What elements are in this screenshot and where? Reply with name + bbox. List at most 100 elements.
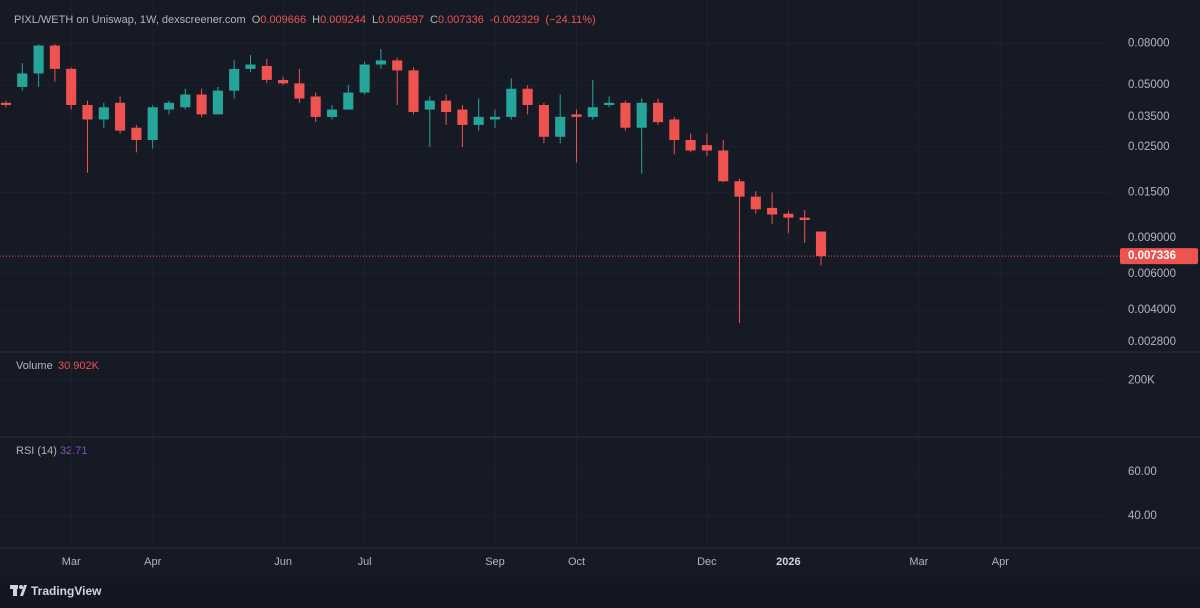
change-percent: (−24.11%) bbox=[545, 14, 596, 26]
candle-body bbox=[783, 213, 794, 218]
candle-body bbox=[718, 150, 729, 182]
candle-body bbox=[392, 60, 403, 71]
y-tick-label: 40.00 bbox=[1128, 510, 1157, 522]
candle-body bbox=[424, 100, 435, 110]
candle-body bbox=[555, 116, 566, 137]
x-tick-label: Jul bbox=[358, 556, 372, 568]
candle-body bbox=[669, 119, 680, 141]
x-tick-label: Sep bbox=[485, 556, 505, 568]
x-tick-label: Jun bbox=[274, 556, 292, 568]
y-tick-label: 0.006000 bbox=[1128, 268, 1176, 280]
candle-body bbox=[326, 109, 338, 117]
candle-body bbox=[734, 181, 745, 197]
x-tick-label: 2026 bbox=[776, 556, 800, 568]
y-tick-label: 0.03500 bbox=[1128, 111, 1170, 123]
x-tick-label: Apr bbox=[992, 556, 1009, 568]
candle-body bbox=[294, 83, 305, 99]
candle-body bbox=[636, 102, 647, 128]
candle-body bbox=[229, 68, 240, 91]
candle-body bbox=[473, 116, 484, 125]
candle-body bbox=[359, 64, 370, 93]
candle-body bbox=[343, 92, 354, 110]
ohlc-value: 0.009244 bbox=[320, 14, 366, 26]
candle-body bbox=[441, 100, 452, 112]
candle-body bbox=[489, 116, 501, 120]
candle-body bbox=[522, 88, 533, 106]
legend-header: PIXL/WETH on Uniswap, 1W, dexscreener.co… bbox=[14, 14, 596, 26]
candle-body bbox=[115, 102, 126, 131]
rsi-label: RSI (14) bbox=[16, 445, 57, 457]
ohlc-value: 0.009666 bbox=[260, 14, 307, 26]
candle-body bbox=[147, 107, 158, 141]
candle-body bbox=[196, 94, 207, 115]
candle-body bbox=[131, 127, 142, 141]
candle-body bbox=[180, 94, 191, 108]
volume-label: Volume bbox=[16, 360, 53, 372]
candle-body bbox=[571, 114, 582, 117]
candle-body bbox=[620, 102, 631, 128]
x-tick-label: Oct bbox=[568, 556, 585, 568]
logo-part bbox=[13, 585, 17, 596]
candle-body bbox=[163, 102, 175, 110]
brand-logo bbox=[10, 585, 27, 596]
logo-part bbox=[19, 585, 23, 589]
candle-body bbox=[701, 145, 712, 151]
ohlc-label: H bbox=[312, 14, 321, 26]
last-price-box bbox=[1120, 248, 1198, 265]
x-tick-label: Apr bbox=[144, 556, 161, 568]
candle-body bbox=[538, 105, 549, 137]
candle-body bbox=[0, 102, 12, 106]
footer-bar bbox=[0, 577, 1200, 608]
candle-body bbox=[799, 217, 810, 221]
volume-value: 30.902K bbox=[58, 360, 100, 372]
last-price-label: 0.007336 bbox=[1128, 250, 1176, 262]
candle-body bbox=[33, 45, 44, 74]
candle-body bbox=[767, 207, 778, 215]
change-value: -0.002329 bbox=[489, 14, 540, 26]
candle-body bbox=[49, 45, 60, 69]
logo-part bbox=[20, 585, 27, 596]
candle-body bbox=[310, 96, 321, 117]
x-tick-label: Mar bbox=[62, 556, 81, 568]
x-tick-label: Dec bbox=[697, 556, 717, 568]
rsi-value: 32.71 bbox=[60, 445, 88, 457]
y-tick-label: 0.08000 bbox=[1128, 37, 1170, 49]
candle-body bbox=[212, 90, 223, 115]
candle-body bbox=[82, 105, 93, 120]
candle-body bbox=[375, 60, 386, 65]
candle-body bbox=[66, 68, 77, 106]
candle-body bbox=[17, 73, 28, 87]
candle-body bbox=[98, 107, 109, 120]
candle-body bbox=[408, 70, 419, 112]
candle-body bbox=[457, 109, 468, 125]
x-tick-label: Mar bbox=[909, 556, 928, 568]
candle-body bbox=[815, 231, 827, 257]
candle-body bbox=[750, 196, 761, 210]
y-tick-label: 0.01500 bbox=[1128, 186, 1170, 198]
ohlc-label: O bbox=[251, 14, 261, 26]
symbol-title: PIXL/WETH on Uniswap, 1W, dexscreener.co… bbox=[14, 14, 246, 26]
candle-body bbox=[652, 102, 664, 123]
y-tick-label: 0.009000 bbox=[1128, 232, 1176, 244]
ohlc-label: L bbox=[372, 14, 379, 26]
candle-body bbox=[685, 140, 696, 151]
candle-body bbox=[506, 88, 517, 117]
candle-body bbox=[278, 79, 289, 84]
y-tick-label: 0.05000 bbox=[1128, 79, 1170, 91]
candle-body bbox=[587, 107, 598, 117]
brand: TradingView bbox=[31, 584, 102, 598]
y-tick-label: 0.002800 bbox=[1128, 336, 1176, 348]
y-tick-label: 60.00 bbox=[1128, 466, 1157, 478]
ohlc-value: 0.007336 bbox=[437, 14, 484, 26]
candle-body bbox=[245, 64, 256, 69]
candle-body bbox=[261, 65, 272, 80]
y-tick-label: 0.02500 bbox=[1128, 141, 1170, 153]
ohlc-label: C bbox=[430, 14, 438, 26]
y-tick-label: 200K bbox=[1128, 374, 1155, 386]
y-tick-label: 0.004000 bbox=[1128, 304, 1176, 316]
ohlc-value: 0.006597 bbox=[378, 14, 425, 26]
candle-body bbox=[604, 102, 615, 106]
